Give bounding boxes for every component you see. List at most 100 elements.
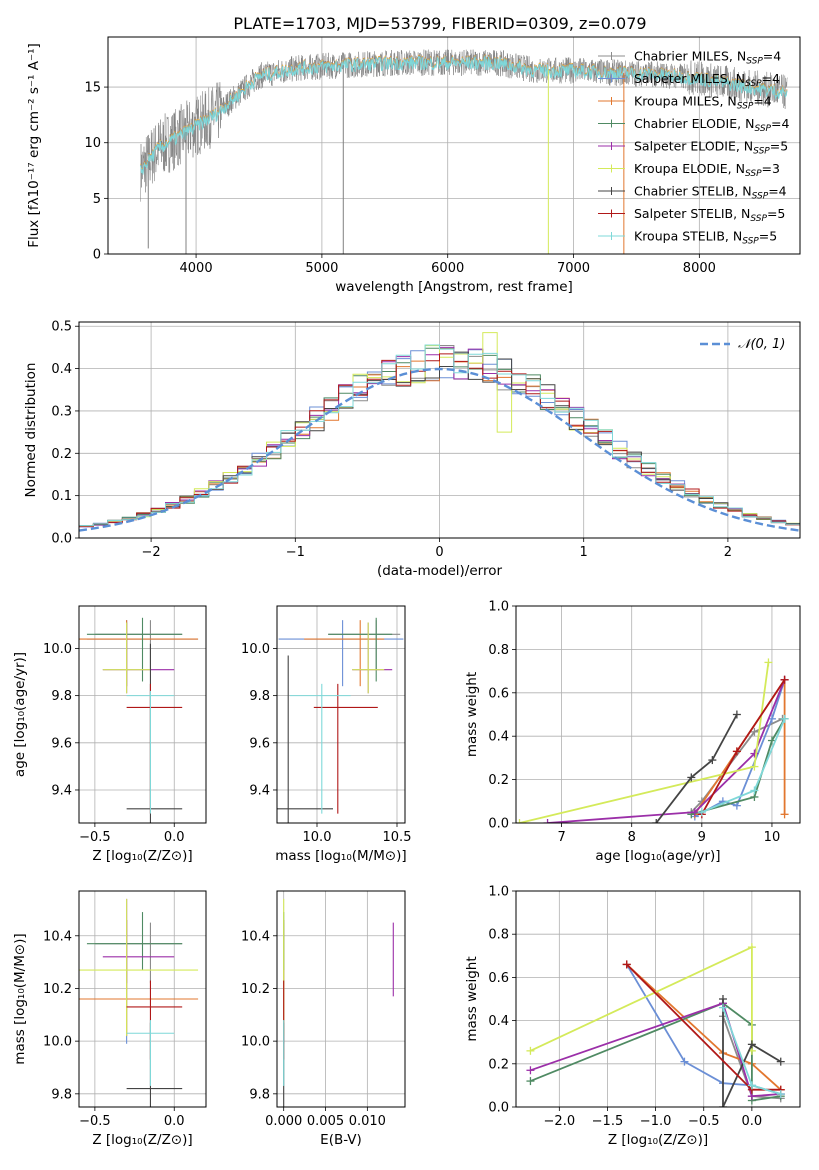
x-tick-label: −0.5 [79,1114,111,1129]
legend-entry-label: Kroupa MILES, N [634,94,737,109]
x-axis-label: Z [log₁₀(Z/Z⊙)] [92,1132,192,1148]
legend-entry: Kroupa MILES, NSSP=4 [634,94,772,112]
y-tick-label: 0.4 [488,1014,509,1029]
panel-mass-vs-ebv: 0.000 0.005 0.010 9.8 10.0 10.2 10.4 E(B-V) [241,890,406,1148]
x-tick-label: 7 [557,830,565,845]
legend-entry-count: =3 [762,161,780,176]
plot-area [79,332,800,532]
legend-entry-label: Salpeter STELIB, N [634,206,750,221]
plot-area [79,898,199,1107]
y-tick-label: 10.2 [241,982,270,997]
y-tick-label: 10.0 [43,1035,72,1050]
y-tick-label: 0.4 [51,362,72,377]
y-tick-label: 10.0 [241,1035,270,1050]
x-tick-label: −1.5 [592,1114,624,1129]
y-tick-label: 5 [93,192,101,207]
legend-entry: Salpeter STELIB, NSSP=5 [634,206,785,224]
legend-entry-subscript: SSP [753,147,770,157]
legend-entry-subscript: SSP [745,169,762,179]
y-axis-label: mass weight [464,956,480,1041]
legend-entry-subscript: SSP [754,124,771,134]
panel-weight-vs-Z: −2.0 −1.5 −1.0 −0.5 0.0 0.0 0.2 0.4 0.6 0.8 1.0 Z [… [464,885,801,1148]
x-tick-label: 2 [724,545,732,560]
legend-entry-label: Chabrier STELIB, N [634,184,752,199]
plot-frame [515,890,801,1108]
y-tick-label: 9.8 [249,1087,270,1102]
x-tick-label: 8 [628,830,636,845]
legend-entry-count: =4 [762,71,780,86]
x-tick-label: −0.5 [688,1114,720,1129]
y-tick-label: 9.8 [249,689,270,704]
y-tick-label: 0.5 [51,320,72,335]
x-tick-label: 0.0 [164,1114,185,1129]
plot-frame [276,890,406,1108]
x-axis-label: Z [log₁₀(Z/Z⊙)] [92,848,192,864]
legend-entry-count: =4 [768,184,786,199]
y-tick-label: 10.4 [241,929,270,944]
plot-area [79,617,199,823]
y-tick-label: 9.8 [51,1087,72,1102]
weight-series [530,945,753,1052]
legend-entry-label: Salpeter MILES, N [634,71,745,86]
legend-entry: Salpeter MILES, NSSP=4 [634,71,780,89]
y-tick-label: 0.6 [488,971,509,986]
plot-frame [78,605,207,824]
y-tick-label: 10.0 [43,642,72,657]
x-tick-label: 8000 [683,261,716,276]
legend-entry-count: =4 [763,49,781,64]
x-tick-label: 0.0 [164,830,185,845]
x-tick-label: 1 [580,545,588,560]
plot-area [516,658,789,823]
y-tick-label: 10.4 [43,929,72,944]
y-tick-label: 0.1 [51,489,72,504]
y-tick-label: 9.4 [249,783,270,798]
x-tick-label: 0.010 [349,1114,386,1129]
plot-area [283,898,394,1107]
legend-entry: Kroupa STELIB, NSSP=5 [634,229,777,247]
x-axis-label: E(B-V) [320,1132,362,1148]
legend-entry-count: =5 [770,139,788,154]
x-tick-label: 10.0 [303,830,332,845]
x-axis-label: age [log₁₀(age/yr)] [595,848,720,864]
legend-entry-subscript: SSP [737,102,754,112]
weight-series [530,1002,781,1098]
x-axis-label: wavelength [Angstrom, rest frame] [335,279,573,295]
x-tick-label: 7000 [557,261,590,276]
x-tick-label: 4000 [180,261,213,276]
legend-entry-label: Chabrier MILES, N [634,49,746,64]
y-tick-label: 0.6 [488,686,509,701]
legend-entry-count: =5 [759,229,777,244]
y-tick-label: 9.8 [51,689,72,704]
panel-age-vs-mass: 10.0 10.5 9.4 9.6 9.8 10.0 mass [log₁₀(M/M⊙)] [241,605,411,864]
plot-frame [78,890,207,1108]
legend-entry-label: Kroupa STELIB, N [634,229,742,244]
y-tick-label: 0.4 [488,730,509,745]
y-tick-label: 1.0 [488,600,509,615]
panel-residuals: −2 −1 0 1 2 0.0 0.1 0.2 0.3 0.4 0.5 (data-model)/er… [23,320,801,579]
y-axis-label: Normed distribution [23,363,39,498]
y-tick-label: 9.6 [249,736,270,751]
legend-entry-label: Kroupa ELODIE, N [634,161,745,176]
panel-spectrum: 4000 5000 6000 7000 8000 0 5 10 15 wavelength [An… [26,36,801,295]
legend-entry-count: =4 [753,94,771,109]
x-tick-label: 0 [435,545,443,560]
x-tick-label: 6000 [431,261,464,276]
y-tick-label: 10.0 [241,642,270,657]
weight-series [547,679,786,823]
x-axis-label: Z [log₁₀(Z/Z⊙)] [608,1132,708,1148]
legend-entry-subscript: SSP [745,79,762,89]
x-tick-label: −1.0 [640,1114,672,1129]
y-axis-label: Flux [fλ10⁻¹⁷ erg cm⁻² s⁻¹ A⁻¹] [26,43,42,248]
y-tick-label: 9.4 [51,783,72,798]
y-axis-label: mass [log₁₀(M/M⊙)] [12,933,28,1064]
legend-entry: Chabrier MILES, NSSP=4 [634,49,781,67]
panel-mass-vs-Z: −0.5 0.0 9.8 10.0 10.2 10.4 Z [log₁₀(Z/Z⊙)] mas… [12,890,207,1148]
legend-entry-label: Chabrier ELODIE, N [634,116,754,131]
y-tick-label: 0.2 [488,773,509,788]
weight-series [626,963,782,1091]
legend-entry-subscript: SSP [752,192,769,202]
y-axis-label: age [log₁₀(age/yr)] [12,652,28,777]
x-tick-label: −2.0 [544,1114,576,1129]
